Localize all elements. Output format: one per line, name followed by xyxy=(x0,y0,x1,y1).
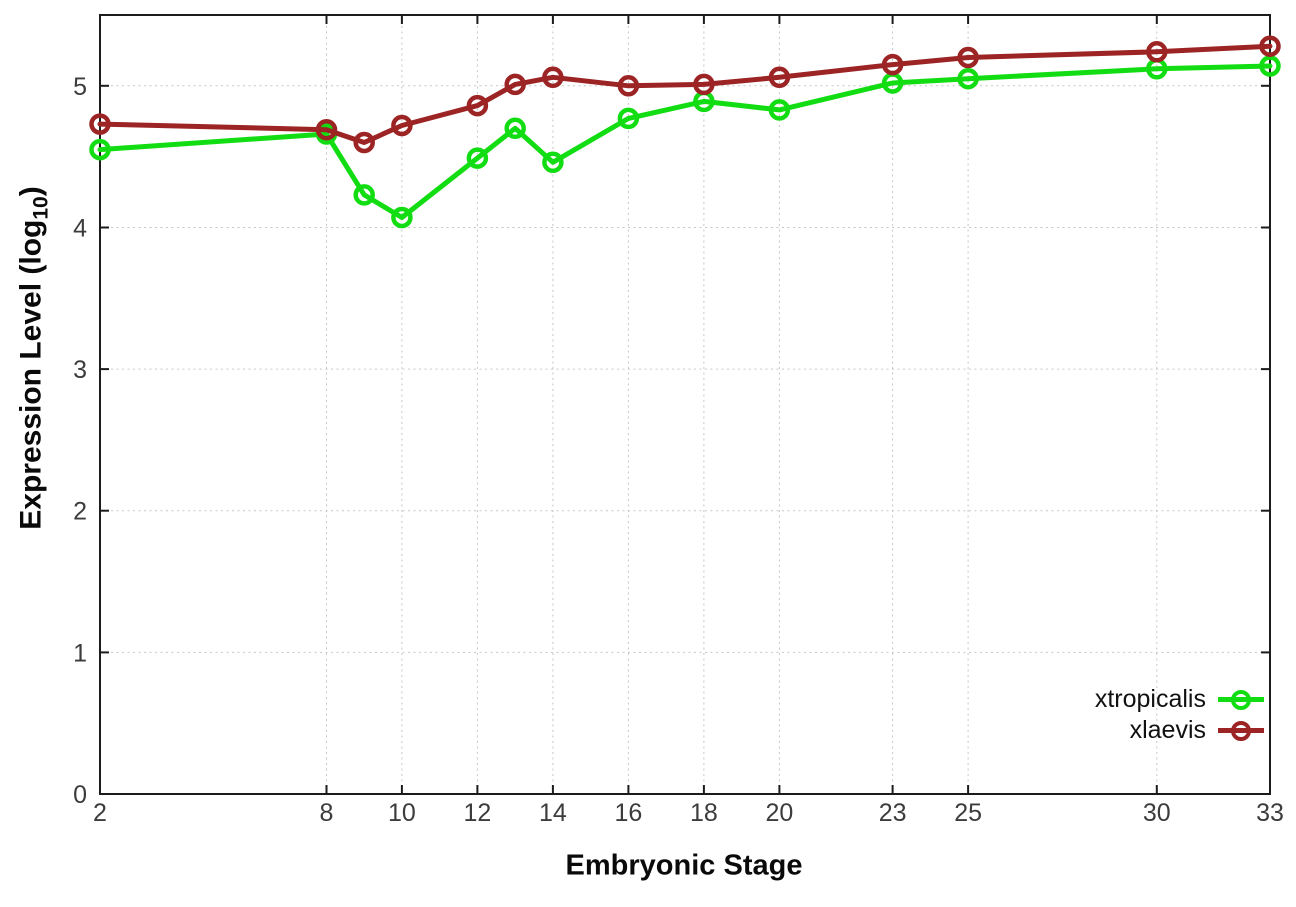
data-point-xtropicalis xyxy=(466,147,489,169)
data-point-xtropicalis xyxy=(89,138,111,161)
data-point-xlaevis xyxy=(391,114,413,137)
x-tick-label: 33 xyxy=(1256,799,1284,827)
data-point-xtropicalis xyxy=(391,206,413,229)
y-axis-label-text: Expression Level (log xyxy=(14,219,48,530)
x-tick-label: 12 xyxy=(463,799,491,827)
legend-sample-icon xyxy=(1218,689,1264,711)
data-point-xlaevis xyxy=(617,75,640,97)
x-tick-label: 2 xyxy=(93,799,107,827)
series-line-xlaevis xyxy=(97,43,1273,145)
x-tick-label: 14 xyxy=(539,799,567,827)
data-point-xlaevis xyxy=(353,131,375,154)
data-point-xtropicalis xyxy=(504,117,526,140)
x-tick-label: 18 xyxy=(690,799,718,827)
y-tick-label: 5 xyxy=(73,73,87,101)
legend-label: xlaevis xyxy=(1129,716,1206,744)
y-tick-label: 1 xyxy=(73,639,87,667)
x-tick-label: 16 xyxy=(614,799,642,827)
data-point-xlaevis xyxy=(768,66,791,89)
legend-point-icon xyxy=(1231,689,1251,710)
data-point-xtropicalis xyxy=(957,67,979,90)
legend: xtropicalis xlaevis xyxy=(1095,685,1264,745)
y-tick-label: 0 xyxy=(73,781,87,809)
data-point-xlaevis xyxy=(542,66,564,89)
y-axis-label: Expression Level (log10) xyxy=(15,186,54,529)
legend-label: xtropicalis xyxy=(1094,685,1206,713)
y-axis-label-suffix: ) xyxy=(14,186,48,197)
legend-item-xlaevis: xlaevis xyxy=(1095,716,1264,745)
y-tick-label: 4 xyxy=(73,215,87,243)
legend-item-xtropicalis: xtropicalis xyxy=(1095,685,1264,714)
legend-point-icon xyxy=(1231,720,1251,741)
data-point-xlaevis xyxy=(466,94,489,117)
data-point-xtropicalis xyxy=(542,151,564,174)
data-point-xlaevis xyxy=(315,118,338,141)
x-axis-label: Embryonic Stage xyxy=(565,849,803,882)
data-point-xtropicalis xyxy=(353,184,375,206)
data-point-xlaevis xyxy=(504,73,526,96)
data-point-xlaevis xyxy=(89,113,111,135)
y-tick-label: 2 xyxy=(73,498,87,526)
x-tick-label: 8 xyxy=(320,799,334,827)
data-point-xlaevis xyxy=(957,46,979,69)
x-tick-label: 23 xyxy=(879,799,907,827)
plot-border xyxy=(99,14,1271,795)
data-point-xtropicalis xyxy=(1259,55,1281,77)
data-point-xlaevis xyxy=(693,73,715,96)
y-axis-label-subscript: 10 xyxy=(29,196,53,220)
data-point-xlaevis xyxy=(1146,41,1168,63)
legend-sample-icon xyxy=(1218,720,1264,742)
x-tick-label: 25 xyxy=(954,799,982,827)
data-point-xlaevis xyxy=(881,53,904,76)
data-point-xtropicalis xyxy=(617,107,640,130)
series-line-xtropicalis xyxy=(97,63,1273,220)
data-point-xlaevis xyxy=(1259,35,1281,57)
data-point-xtropicalis xyxy=(768,99,791,121)
x-tick-label: 10 xyxy=(388,799,416,827)
y-tick-label: 3 xyxy=(73,356,87,384)
x-tick-label: 20 xyxy=(765,799,793,827)
x-tick-label: 30 xyxy=(1143,799,1171,827)
